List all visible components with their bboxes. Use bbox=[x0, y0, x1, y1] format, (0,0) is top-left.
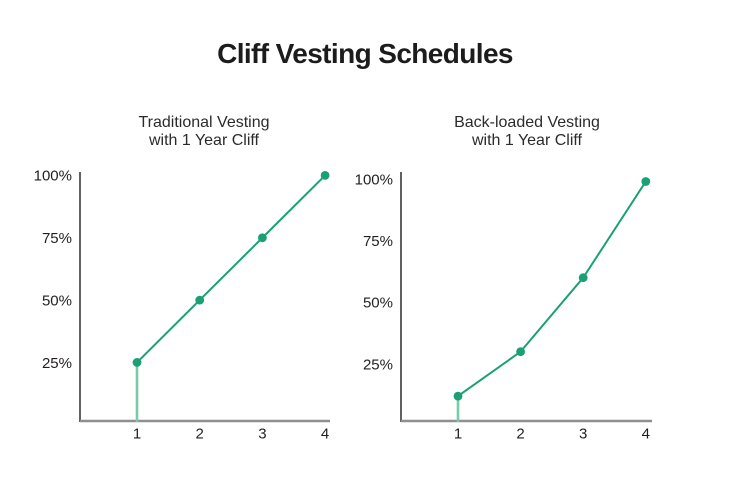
data-point bbox=[453, 391, 463, 401]
x-tick-label: 4 bbox=[642, 426, 650, 443]
plot-traditional-vesting: 100% 75% 50% 25% 1 2 3 4 bbox=[34, 168, 330, 443]
x-tick-label: 1 bbox=[454, 426, 462, 443]
chart-title-line-2: with 1 Year Cliff bbox=[149, 131, 259, 149]
data-point bbox=[578, 273, 588, 283]
data-point bbox=[258, 233, 267, 243]
x-tick-label: 1 bbox=[133, 426, 141, 443]
chart-title-line-2: with 1 Year Cliff bbox=[472, 131, 582, 149]
x-tick-label: 3 bbox=[579, 426, 587, 443]
chart-title-line-1: Back-loaded Vesting bbox=[454, 114, 600, 131]
y-tick-label: 75% bbox=[42, 230, 72, 247]
y-tick-label: 50% bbox=[363, 295, 393, 312]
chart-title-line-1: Traditional Vesting bbox=[138, 114, 270, 131]
y-tick-label: 25% bbox=[363, 356, 393, 373]
page-title: Cliff Vesting Schedules bbox=[217, 38, 513, 69]
data-point bbox=[195, 295, 205, 305]
chart-title-backloaded: Back-loaded Vesting with 1 Year Cliff bbox=[367, 114, 687, 149]
x-tick-label: 4 bbox=[321, 426, 329, 443]
chart-title-traditional: Traditional Vesting with 1 Year Cliff bbox=[44, 114, 364, 149]
data-point bbox=[132, 358, 142, 367]
y-tick-label: 75% bbox=[363, 233, 393, 250]
y-tick-label: 25% bbox=[42, 355, 72, 372]
plot-backloaded-vesting: 100% 75% 50% 25% 1 2 3 4 bbox=[355, 171, 652, 443]
x-tick-label: 3 bbox=[258, 426, 266, 443]
data-point bbox=[516, 347, 525, 357]
vesting-line bbox=[457, 180, 647, 397]
vesting-line bbox=[136, 174, 326, 364]
y-tick-label: 100% bbox=[34, 168, 72, 185]
x-tick-label: 2 bbox=[516, 426, 524, 443]
data-point bbox=[641, 177, 651, 186]
x-tick-label: 2 bbox=[196, 426, 204, 443]
data-point bbox=[320, 171, 330, 180]
y-tick-label: 50% bbox=[42, 292, 72, 309]
y-tick-label: 100% bbox=[355, 171, 393, 188]
